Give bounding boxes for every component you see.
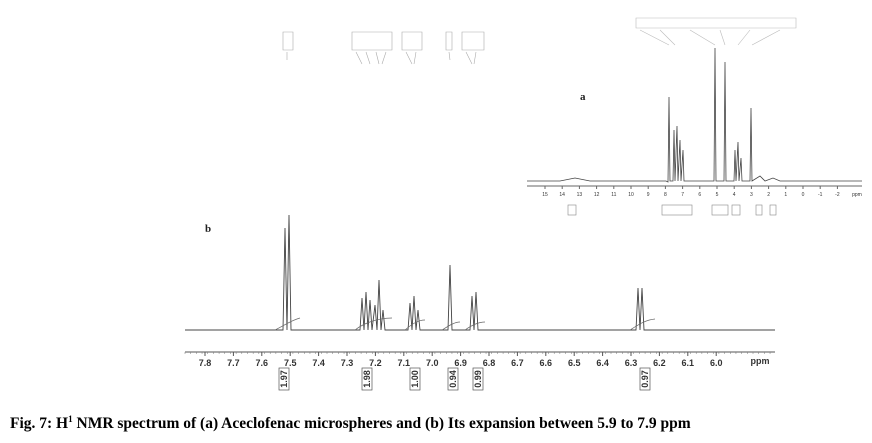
integral-label: 1.97 <box>279 370 289 388</box>
integral-label: 1.00 <box>410 370 420 388</box>
tick-label: 10 <box>628 192 634 198</box>
tick-label: 6.3 <box>625 358 638 368</box>
integral-box <box>447 367 459 391</box>
axis-unit: ppm <box>751 356 770 366</box>
spectrum-a <box>527 47 862 183</box>
spectra: a b 7.8 7.7 7.6 7.5 7.4 7.3 7.2 7.1 7.0 6.9 6.8 6.7… <box>184 17 862 391</box>
tick-label: 13 <box>577 192 583 198</box>
integral-label: 0.97 <box>640 370 650 388</box>
tick-label: 6.5 <box>568 358 581 368</box>
tick-label: 7.6 <box>256 358 269 368</box>
tick-label: 4 <box>733 192 736 198</box>
tick-label: 15 <box>542 192 548 198</box>
tick-label: -2 <box>835 192 840 198</box>
tick-label: 6.4 <box>596 358 609 368</box>
tick-label: 3 <box>750 192 753 198</box>
integral-box <box>409 367 421 391</box>
tick-label: 2 <box>767 192 770 198</box>
tick-label: 6.6 <box>540 358 553 368</box>
tick-label: 7.4 <box>312 358 325 368</box>
tick-label: 1 <box>784 192 787 198</box>
integral-box <box>361 367 373 391</box>
tick-label: 8 <box>664 192 667 198</box>
integral-box <box>278 367 290 391</box>
tick-label: -1 <box>818 192 823 198</box>
integral-curves <box>274 317 656 331</box>
ticks: 7.8 7.7 7.6 7.5 7.4 7.3 7.2 7.1 7.0 6.9 6.8 6.7 6.6 6… <box>184 186 862 391</box>
top-peak-labels <box>282 31 485 65</box>
tick-label: 9 <box>647 192 650 198</box>
tick-label: 11 <box>611 192 616 198</box>
integral-box <box>472 367 484 391</box>
tick-label: 12 <box>594 192 600 198</box>
caption: Fig. 7: H1 NMR spectrum of (a) Aceclofen… <box>10 414 691 433</box>
tick-label: 14 <box>559 192 565 198</box>
tick-label: 0 <box>802 192 805 198</box>
integrals-a <box>567 204 777 216</box>
integral-label: 0.94 <box>448 370 458 388</box>
tick-label: 6.7 <box>511 358 524 368</box>
tick-label: 7.3 <box>341 358 354 368</box>
caption-text: NMR spectrum of (a) Aceclofenac microsph… <box>72 415 691 433</box>
tick-label: 6 <box>698 192 701 198</box>
panel-label: b <box>205 223 211 235</box>
peak-label-block <box>635 17 797 29</box>
caption-superscript: 1 <box>68 414 73 424</box>
tick-label: 7 <box>681 192 684 198</box>
tick-label: 6.8 <box>483 358 496 368</box>
integral-label: 0.99 <box>473 370 483 388</box>
tick-label: 7.7 <box>227 358 240 368</box>
panel-label: a <box>580 91 586 103</box>
tick-label: 6.9 <box>454 358 467 368</box>
tick-label: 7.1 <box>398 358 411 368</box>
spectrum-b <box>185 214 775 331</box>
tick-label: 5 <box>716 192 719 198</box>
tick-label: 7.8 <box>199 358 212 368</box>
axis-unit: ppm <box>852 192 862 198</box>
tick-label: 6.0 <box>710 358 723 368</box>
tick-label: 6.1 <box>682 358 695 368</box>
tick-label: 7.5 <box>284 358 297 368</box>
peak-leaders <box>639 29 781 46</box>
tick-label: 6.2 <box>653 358 666 368</box>
caption-label: Fig. 7: H <box>10 415 69 433</box>
tick-label: 7.2 <box>369 358 382 368</box>
integral-box <box>639 367 651 391</box>
integral-label: 1.98 <box>362 370 372 388</box>
tick-label: 7.0 <box>426 358 439 368</box>
